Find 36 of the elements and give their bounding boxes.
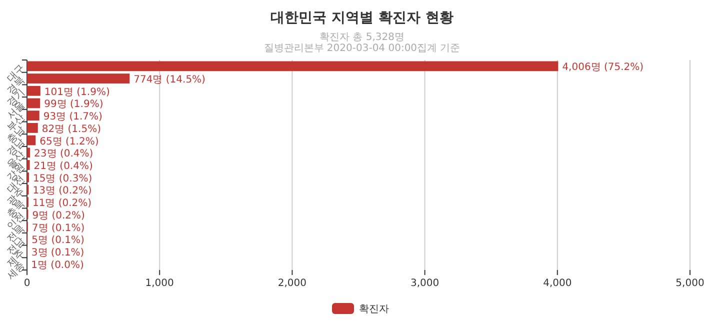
- data-label: 11명 (0.2%): [32, 198, 92, 210]
- x-tick-label: 5,000: [676, 278, 704, 289]
- data-label: 4,006명 (75.2%): [562, 62, 644, 74]
- data-label: 21명 (0.4%): [34, 161, 93, 172]
- data-label: 65명 (1.2%): [40, 136, 99, 148]
- x-tick-label: 0: [24, 278, 30, 289]
- bar: [27, 74, 130, 84]
- data-label: 9명 (0.2%): [32, 210, 86, 222]
- bar: [27, 61, 558, 72]
- bar: [27, 123, 38, 133]
- data-label: 23명 (0.4%): [34, 148, 94, 160]
- x-tick-label: 2,000: [278, 278, 307, 289]
- data-label: 1명 (0.0%): [31, 260, 84, 271]
- bar: [27, 86, 40, 96]
- data-label: 93명 (1.7%): [43, 112, 103, 123]
- data-label: 101명 (1.9%): [44, 86, 110, 98]
- data-label: 774명 (14.5%): [134, 74, 206, 86]
- data-label: 7명 (0.1%): [32, 222, 85, 234]
- data-label: 82명 (1.5%): [42, 124, 102, 135]
- data-label: 15명 (0.3%): [32, 173, 92, 184]
- text: 질병관리본부 2020-03-04 00:00집계 기준: [264, 43, 460, 54]
- bar: [27, 110, 40, 121]
- chart-subtitle: 확진자 총 5,328명: [320, 32, 404, 43]
- data-label: 3명 (0.1%): [31, 247, 84, 258]
- data-label: 99명 (1.9%): [44, 99, 104, 110]
- bar: [27, 160, 30, 170]
- bar: [27, 98, 40, 108]
- chart-title: 대한민국 지역별 확진자 현황: [270, 10, 454, 26]
- legend-label: 확진자: [359, 304, 389, 315]
- data-label: 13명 (0.2%): [32, 186, 92, 197]
- bar: [27, 148, 30, 158]
- x-tick-label: 1,000: [145, 278, 174, 289]
- x-tick-label: 3,000: [410, 278, 440, 289]
- bar: [27, 135, 36, 146]
- x-tick-label: 4,000: [543, 278, 572, 289]
- data-label: 5명 (0.1%): [32, 235, 85, 246]
